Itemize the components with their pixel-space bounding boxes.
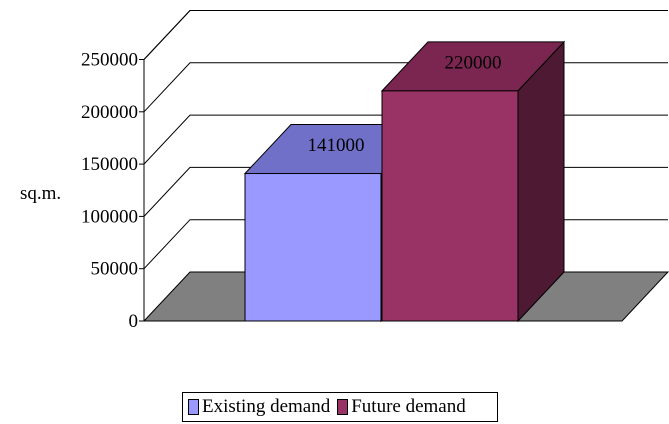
legend-item-existing: Existing demand	[188, 396, 330, 418]
data-label: 220000	[445, 52, 502, 73]
y-tick-label: 100000	[81, 206, 138, 227]
back-wall-top-edge	[143, 10, 668, 60]
gridline	[143, 10, 668, 60]
bar-front	[244, 173, 382, 322]
bar-front	[381, 90, 519, 322]
bars: 141000 220000	[243, 40, 566, 323]
legend-swatch-future	[337, 399, 349, 415]
y-tick-label: 200000	[81, 102, 138, 123]
data-label: 141000	[308, 135, 365, 156]
legend-swatch-existing	[188, 399, 199, 415]
legend: Existing demand Future demand	[182, 392, 498, 422]
legend-label-existing: Existing demand	[202, 396, 331, 417]
legend-label-future: Future demand	[351, 396, 466, 417]
y-axis: 0 50000 100000 150000 200000 250000	[81, 50, 145, 332]
legend-item-future: Future demand	[337, 396, 466, 418]
y-tick-label: 250000	[81, 50, 138, 71]
y-tick-label: 0	[129, 311, 139, 332]
y-tick-label: 150000	[81, 154, 138, 175]
y-tick-label: 50000	[91, 259, 139, 280]
bar-future-demand: 220000	[380, 40, 566, 323]
chart-walls	[143, 10, 668, 60]
y-axis-label: sq.m.	[20, 183, 61, 204]
